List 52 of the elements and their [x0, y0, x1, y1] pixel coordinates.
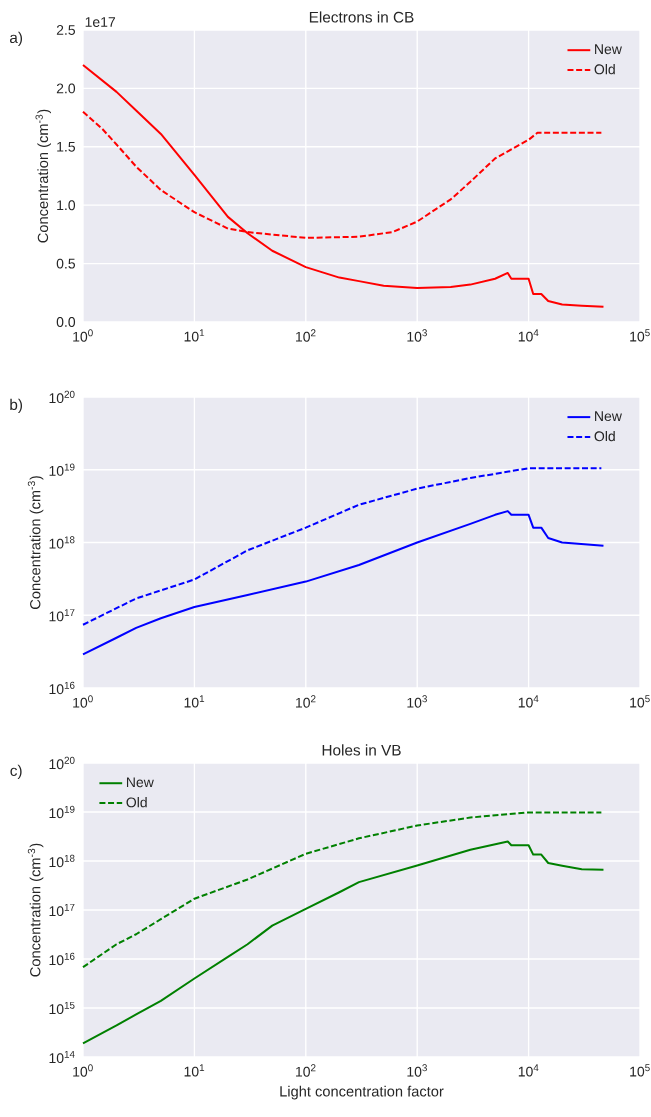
y-tick-label: 10$^{14}$: [49, 1050, 75, 1064]
x-tick-label: 10$^{1}$: [184, 695, 205, 708]
text: b): [10, 398, 23, 414]
y-tick-label: 1.0: [57, 200, 76, 211]
y-tick-label: 10$^{16}$: [49, 681, 75, 695]
x-tick-label: 10$^{3}$: [407, 695, 427, 708]
legend-label: New: [595, 411, 622, 422]
x-tick-label: 10$^{4}$: [518, 1064, 539, 1077]
y-tick-label: 1.5: [57, 141, 76, 152]
y-tick-label: 10$^{15}$: [49, 1001, 75, 1015]
y-axis-title: Concentration (cm$^{-3}$): [35, 109, 51, 243]
x-tick-label: 10$^{0}$: [73, 329, 93, 342]
y-tick-label: 10$^{19}$: [49, 463, 75, 476]
legend-label: Old: [126, 797, 147, 808]
x-tick-label: 10$^{5}$: [630, 329, 650, 342]
x-tick-label: 10$^{1}$: [184, 329, 205, 342]
y-tick-label: 10$^{19}$: [49, 805, 75, 819]
x-tick-label: 10$^{5}$: [630, 1064, 650, 1077]
y-tick-label: 0.5: [56, 258, 76, 269]
y-tick-label: 10$^{16}$: [49, 952, 75, 966]
x-tick-label: 10$^{4}$: [518, 695, 539, 708]
text: c): [10, 764, 22, 780]
chart-title: Electrons in CB: [309, 11, 414, 23]
legend-label: Old: [594, 430, 615, 442]
legend-label: New: [595, 44, 622, 55]
y-tick-label: 10$^{18}$: [49, 854, 75, 868]
x-tick-label: 10$^{0}$: [73, 695, 93, 708]
x-tick-label: 10$^{2}$: [296, 329, 316, 342]
y-tick-label: 0.0: [56, 317, 76, 327]
y-axis-title: Concentration (cm$^{-3}$): [27, 843, 44, 977]
x-tick-label: 10$^{2}$: [296, 695, 316, 708]
y-tick-label: 2.5: [56, 25, 76, 35]
y-tick-label: 10$^{20}$: [49, 756, 75, 770]
y-tick-label: 2.0: [56, 83, 76, 94]
x-axis-title: Light concentration factor: [280, 1085, 444, 1100]
text: 1e17: [85, 17, 116, 27]
y-tick-label: 10$^{20}$: [49, 390, 75, 404]
x-tick-label: 10$^{4}$: [518, 329, 539, 342]
x-tick-label: 10$^{3}$: [407, 329, 427, 342]
y-tick-label: 10$^{18}$: [49, 536, 75, 549]
y-tick-label: 10$^{17}$: [49, 903, 75, 917]
x-tick-label: 10$^{2}$: [296, 1064, 316, 1077]
text: a): [9, 31, 23, 47]
legend-label: New: [126, 777, 154, 788]
legend-label: Old: [594, 63, 615, 75]
x-tick-label: 10$^{1}$: [184, 1064, 205, 1077]
y-axis-title: Concentration (cm$^{-3}$): [27, 476, 44, 609]
x-tick-label: 10$^{3}$: [407, 1064, 427, 1077]
chart-title: Holes in VB: [322, 744, 401, 756]
x-tick-label: 10$^{0}$: [73, 1064, 93, 1077]
y-tick-label: 10$^{17}$: [49, 609, 75, 622]
x-tick-label: 10$^{5}$: [630, 695, 650, 708]
